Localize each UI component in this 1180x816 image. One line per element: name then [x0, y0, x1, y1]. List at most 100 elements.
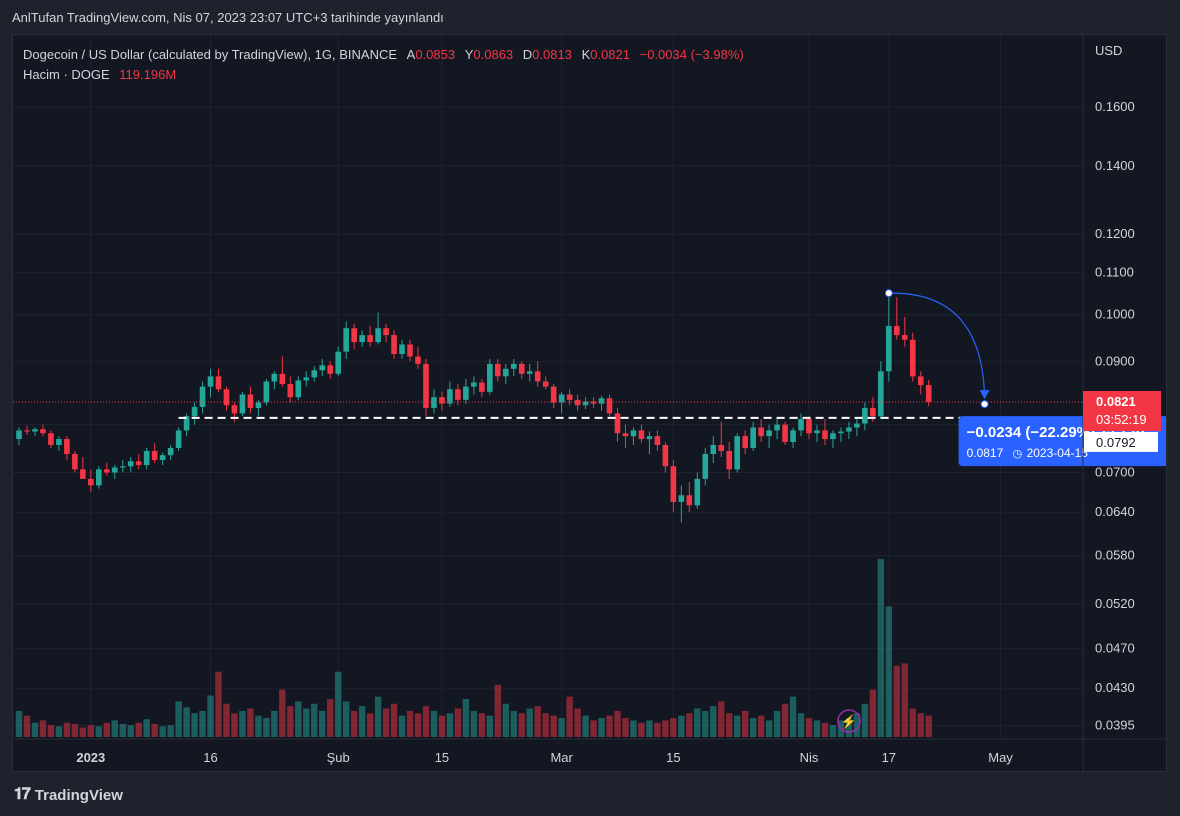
legend-symbol[interactable]: Dogecoin / US Dollar (calculated by Trad…: [23, 47, 398, 62]
candle-body[interactable]: [518, 363, 525, 374]
candle-body[interactable]: [303, 377, 310, 381]
candle-body[interactable]: [439, 397, 445, 404]
candle-body[interactable]: [662, 444, 669, 467]
candle-body[interactable]: [854, 423, 860, 428]
candle-body[interactable]: [726, 450, 733, 470]
candle-body[interactable]: [471, 382, 477, 387]
candle-body[interactable]: [782, 424, 788, 443]
candle-body[interactable]: [886, 325, 892, 372]
candle-body[interactable]: [40, 429, 46, 434]
candle-body[interactable]: [215, 376, 222, 390]
candle-body[interactable]: [111, 467, 118, 473]
tradingview-logo[interactable]: 𝟏𝟕 TradingView: [14, 786, 123, 804]
candle-body[interactable]: [526, 371, 533, 374]
candle-body[interactable]: [16, 430, 22, 440]
candle-body[interactable]: [838, 431, 844, 434]
candle-body[interactable]: [96, 469, 102, 486]
candle-body[interactable]: [630, 430, 637, 437]
candle-body[interactable]: [678, 495, 685, 502]
candle-body[interactable]: [391, 335, 397, 355]
candle-body[interactable]: [247, 394, 254, 408]
candle-body[interactable]: [463, 386, 469, 400]
candle-body[interactable]: [742, 436, 748, 448]
candle-body[interactable]: [72, 453, 78, 470]
candle-body[interactable]: [925, 385, 932, 402]
candle-body[interactable]: [830, 433, 836, 440]
candle-body[interactable]: [263, 381, 270, 403]
candle-body[interactable]: [127, 461, 134, 467]
candle-body[interactable]: [510, 363, 517, 369]
candle-body[interactable]: [686, 495, 693, 506]
candle-body[interactable]: [806, 419, 812, 434]
candle-body[interactable]: [694, 478, 701, 506]
candle-body[interactable]: [295, 380, 302, 398]
candle-body[interactable]: [191, 406, 198, 417]
candle-body[interactable]: [151, 450, 158, 461]
candle-body[interactable]: [814, 430, 820, 434]
candle-body[interactable]: [319, 365, 326, 371]
candle-body[interactable]: [103, 469, 110, 473]
candle-body[interactable]: [407, 344, 413, 357]
candle-body[interactable]: [566, 394, 573, 400]
lightning-button[interactable]: [837, 709, 861, 733]
candle-body[interactable]: [574, 399, 581, 406]
candle-body[interactable]: [670, 466, 677, 502]
candle-body[interactable]: [909, 339, 916, 377]
candle-body[interactable]: [119, 466, 126, 468]
candle-body[interactable]: [335, 351, 341, 374]
candle-body[interactable]: [183, 416, 190, 431]
candle-body[interactable]: [598, 398, 605, 404]
candle-body[interactable]: [790, 430, 796, 443]
candle-body[interactable]: [167, 447, 174, 456]
candle-body[interactable]: [175, 430, 182, 448]
candle-body[interactable]: [750, 427, 756, 448]
candle-body[interactable]: [431, 397, 437, 408]
candle-body[interactable]: [917, 376, 924, 386]
candle-body[interactable]: [638, 430, 645, 440]
candle-body[interactable]: [582, 401, 589, 406]
candle-body[interactable]: [550, 386, 557, 403]
measure-end-handle[interactable]: [980, 400, 989, 409]
candle-body[interactable]: [710, 444, 717, 454]
candle-body[interactable]: [822, 430, 828, 440]
candle-body[interactable]: [24, 430, 30, 432]
candle-body[interactable]: [798, 419, 804, 431]
candle-body[interactable]: [207, 376, 214, 387]
candle-body[interactable]: [255, 402, 262, 408]
measure-arc[interactable]: [888, 292, 986, 399]
candle-body[interactable]: [590, 401, 597, 404]
candle-body[interactable]: [48, 433, 54, 445]
candle-body[interactable]: [80, 469, 86, 479]
candle-body[interactable]: [64, 439, 70, 454]
candle-body[interactable]: [56, 439, 62, 445]
candle-body[interactable]: [287, 384, 294, 398]
candle-body[interactable]: [399, 344, 405, 355]
candle-body[interactable]: [606, 398, 613, 414]
candle-body[interactable]: [622, 433, 629, 437]
candle-body[interactable]: [558, 394, 565, 403]
candle-body[interactable]: [542, 381, 549, 387]
candle-body[interactable]: [455, 389, 461, 400]
candle-body[interactable]: [878, 371, 884, 417]
candle-body[interactable]: [367, 335, 373, 343]
candle-body[interactable]: [734, 436, 740, 470]
candle-body[interactable]: [375, 328, 381, 343]
candle-body[interactable]: [359, 335, 365, 343]
candle-body[interactable]: [901, 335, 908, 340]
candle-body[interactable]: [159, 455, 166, 461]
candle-body[interactable]: [702, 453, 709, 479]
candle-body[interactable]: [495, 363, 501, 377]
candle-body[interactable]: [894, 325, 900, 336]
candle-body[interactable]: [383, 328, 389, 336]
candle-body[interactable]: [862, 407, 868, 424]
candle-body[interactable]: [614, 413, 621, 434]
measure-start-handle[interactable]: [884, 289, 893, 298]
candle-body[interactable]: [88, 478, 94, 486]
candle-body[interactable]: [718, 444, 725, 451]
candle-body[interactable]: [223, 389, 230, 406]
candle-body[interactable]: [327, 365, 334, 374]
candle-body[interactable]: [143, 450, 150, 466]
candle-body[interactable]: [32, 429, 38, 432]
candle-body[interactable]: [502, 368, 509, 377]
